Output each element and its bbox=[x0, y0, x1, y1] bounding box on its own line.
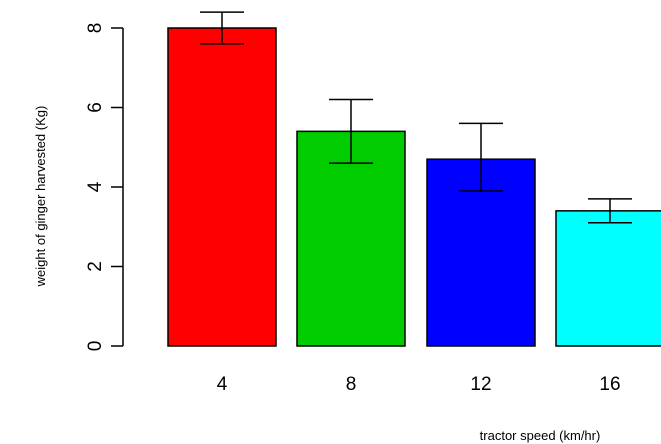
x-axis-title: tractor speed (km/hr) bbox=[480, 428, 601, 443]
y-tick-label-4: 4 bbox=[85, 181, 106, 192]
x-tick-label-16: 16 bbox=[599, 374, 620, 395]
x-tick-label-4: 4 bbox=[217, 374, 228, 395]
bar-16 bbox=[555, 210, 661, 347]
x-tick-label-8: 8 bbox=[346, 374, 357, 395]
y-axis-title: weight of ginger harvested (Kg) bbox=[33, 106, 48, 288]
bar-8 bbox=[296, 130, 406, 347]
bar-4 bbox=[167, 27, 277, 347]
x-tick-labels: 4 8 12 16 bbox=[217, 374, 621, 395]
y-tick-label-8: 8 bbox=[85, 23, 106, 34]
y-tick-label-0: 0 bbox=[85, 341, 106, 352]
y-tick-label-6: 6 bbox=[85, 102, 106, 113]
bars-layer bbox=[167, 27, 661, 347]
y-tick-label-2: 2 bbox=[85, 261, 106, 272]
error-bars-layer bbox=[200, 11, 632, 224]
y-axis: 0 2 4 6 8 bbox=[85, 23, 124, 352]
x-tick-label-12: 12 bbox=[470, 374, 491, 395]
